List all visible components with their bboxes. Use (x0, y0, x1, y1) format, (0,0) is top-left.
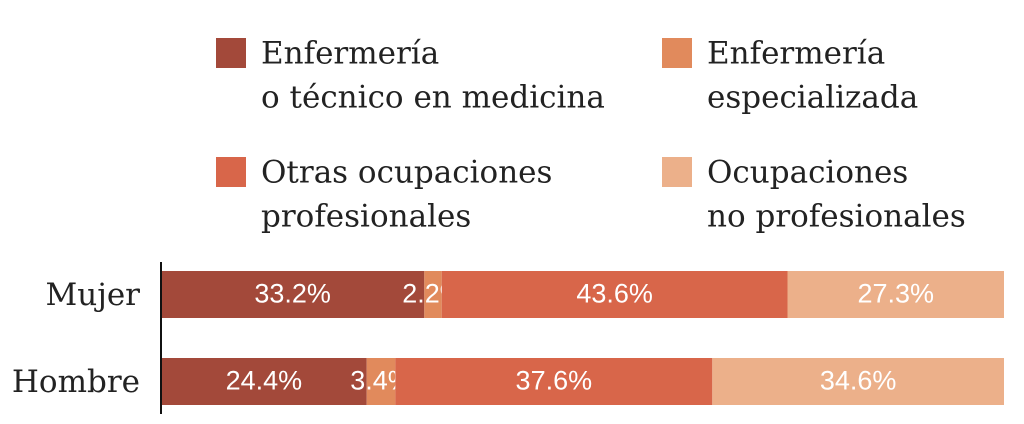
data-label-hombre-1: 24.4% (226, 366, 303, 396)
category-label-hombre: Hombre (12, 364, 140, 400)
legend-label-3-line-1: Otras ocupaciones (261, 154, 552, 190)
data-label-hombre-3: 37.6% (516, 366, 593, 396)
legend-label-2-line-2: especializada (707, 79, 918, 115)
legend-swatch-1 (216, 38, 246, 68)
data-label-mujer-1: 33.2% (254, 279, 331, 309)
category-labels: Mujer Hombre (12, 277, 140, 400)
data-label-mujer-4: 27.3% (857, 279, 934, 309)
legend-label-4-line-1: Ocupaciones (707, 154, 908, 190)
legend-label-1-line-1: Enfermería (261, 35, 439, 71)
legend-label-3-line-2: profesionales (261, 198, 471, 234)
legend-swatch-3 (216, 157, 246, 187)
bar-segment-mujer-1 (161, 271, 425, 318)
bar-segment-hombre-2 (366, 358, 396, 405)
legend-label-1-line-2: o técnico en medicina (261, 79, 605, 115)
bar-segment-mujer-4 (787, 271, 1004, 318)
legend-label-2-line-1: Enfermería (707, 35, 885, 71)
bar-segment-mujer-3 (441, 271, 788, 318)
data-label-hombre-4: 34.6% (820, 366, 897, 396)
bar-segment-hombre-1 (161, 358, 367, 405)
bar-segment-mujer-2 (424, 271, 442, 318)
category-label-mujer: Mujer (46, 277, 141, 313)
bar-segment-hombre-4 (712, 358, 1004, 405)
bar-segment-hombre-3 (395, 358, 713, 405)
data-label-mujer-3: 43.6% (576, 279, 653, 309)
legend-swatch-4 (662, 157, 692, 187)
legend-swatch-2 (662, 38, 692, 68)
legend: Enfermería o técnico en medicina Enfermerí… (216, 35, 966, 234)
legend-label-4-line-2: no profesionales (707, 198, 966, 234)
bars: 33.2% 2.2% 43.6% 27.3%24.4% 3.4% 37.6% 34.6% (161, 271, 1004, 405)
